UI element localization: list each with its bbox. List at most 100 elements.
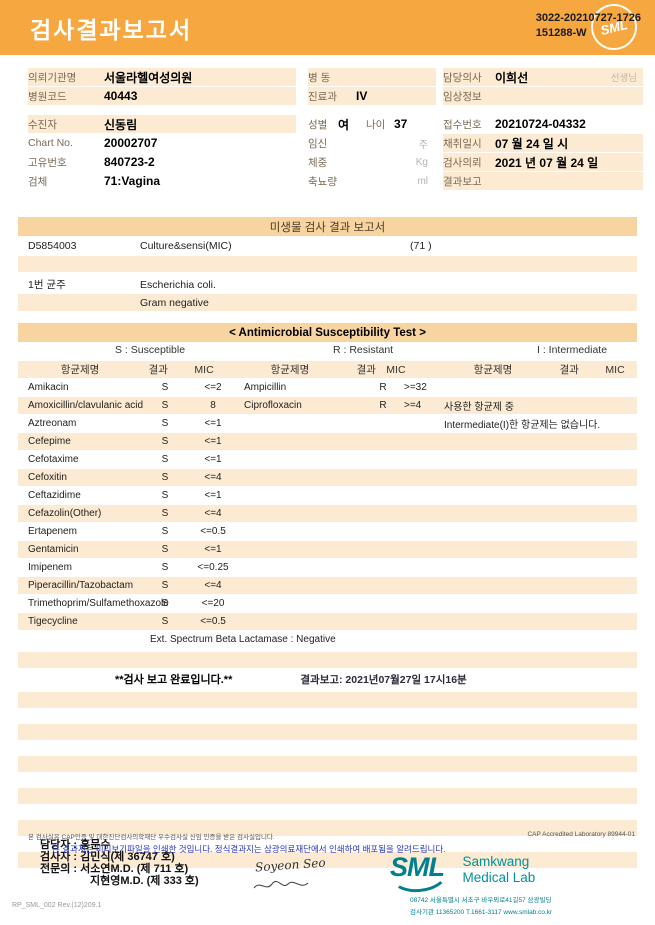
uid-label: 고유번호 <box>28 156 67 169</box>
drug-name-1: Piperacillin/Tazobactam <box>28 580 134 591</box>
document-code: RP_SML_002 Rev.(12)209.1 <box>12 902 102 909</box>
ast-table-row: Gentamicin S <=1 <box>18 541 637 558</box>
micro-test-name: Culture&sensi(MIC) <box>140 239 232 252</box>
result-1: S <box>161 436 169 447</box>
ast-table-body: Amikacin S <=2 Ampicillin R >=32 Amoxici… <box>0 379 655 630</box>
ast-title: < Antimicrobial Susceptibility Test > <box>18 323 637 342</box>
result-1: S <box>161 400 169 411</box>
separator-bar <box>18 256 637 272</box>
sml-footer-logo: SML Samkwang Medical Lab <box>388 852 535 895</box>
ast-table-row: Cefepime S <=1 <box>18 433 637 450</box>
col-result-2: 결과 <box>356 364 376 376</box>
mic-1: <=1 <box>204 418 222 429</box>
uid-value: 840723-2 <box>104 155 155 169</box>
ast-table-row: Tigecycline S <=0.5 <box>18 613 637 630</box>
separator-bar <box>18 652 637 668</box>
accept-no-value: 20210724-04332 <box>495 117 586 131</box>
uid-row: 고유번호 840723-2 <box>28 153 296 171</box>
chart-no-label: Chart No. <box>28 137 73 149</box>
mic-2: >=4 <box>404 400 422 411</box>
specialist-line-1: 전문의 : 서소연M.D. (제 711 호) <box>40 862 189 875</box>
ast-table-row: Cefazolin(Other) S <=4 <box>18 505 637 522</box>
staff-block: 담당자 : 홍문수 검사자 : 김민식(제 36747 호) 전문의 : 서소연… <box>40 839 199 888</box>
urine-row: 축뇨량 ml <box>308 172 436 190</box>
sex-label: 성별 <box>308 118 328 131</box>
col-mic-3: MIC <box>605 363 625 376</box>
doctor-label: 담당의사 <box>443 71 482 84</box>
ast-section: < Antimicrobial Susceptibility Test > S … <box>0 323 655 648</box>
hospital-code-label: 병원코드 <box>28 90 67 103</box>
drug-name-1: Cefoxitin <box>28 472 67 483</box>
ast-legend: S : Susceptible R : Resistant I : Interm… <box>18 343 637 360</box>
signature-scribble-icon <box>252 878 310 899</box>
drug-name-1: Trimethoprim/Sulfamethoxazole <box>28 598 169 609</box>
report-footer: 본 검사실은 CAP인증 및 대한진단검사의학재단 우수검사실 신임 인증을 받… <box>0 826 655 925</box>
legend-resistant: R : Resistant <box>333 344 394 356</box>
mic-1: <=1 <box>204 544 222 555</box>
result-1: S <box>161 454 169 465</box>
patient-name-value: 신동림 <box>104 117 138 132</box>
sex-age-row: 성별 여 나이 37 <box>308 115 436 133</box>
ast-table-row: Ceftazidime S <=1 <box>18 487 637 504</box>
collect-date-value: 07 월 24 일 시 <box>495 136 569 151</box>
drug-name-1: Gentamicin <box>28 544 79 555</box>
row-note: 사용한 항균제 중 <box>444 402 514 413</box>
drug-name-1: Cefepime <box>28 436 71 447</box>
mic-2: >=32 <box>404 382 427 393</box>
micro-test-ref: (71 ) <box>410 239 432 252</box>
ast-table-row: Amikacin S <=2 Ampicillin R >=32 <box>18 379 637 396</box>
drug-name-1: Tigecycline <box>28 616 78 627</box>
patient-info-middle: 병 동 진료과 IV 성별 여 나이 37 임신 주 체중 Kg 축 <box>308 68 436 191</box>
strain-label: 1번 균주 <box>28 279 66 291</box>
completion-message: **검사 보고 완료입니다.** <box>115 674 233 686</box>
collect-date-row: 채취일시 07 월 24 일 시 <box>443 134 643 152</box>
empty-rows-area <box>0 692 655 868</box>
mic-1: <=20 <box>201 598 225 609</box>
completion-timestamp: 결과보고: 2021년07월27일 17시16분 <box>300 673 467 686</box>
weight-row: 체중 Kg <box>308 153 436 171</box>
ward-label: 병 동 <box>308 71 331 84</box>
empty-bar <box>18 788 637 804</box>
result-1: S <box>161 526 169 537</box>
ast-table-row: Aztreonam S <=1 Intermediate(I)한 항균제는 없습… <box>18 415 637 432</box>
request-date-label: 검사의뢰 <box>443 156 482 169</box>
result-1: S <box>161 598 169 609</box>
organism-name: Escherichia coli. <box>140 278 216 291</box>
report-numbers: 3022-20210727-1726 151288-W <box>536 11 641 41</box>
drug-name-1: Ertapenem <box>28 526 77 537</box>
accept-no-label: 접수번호 <box>443 118 482 131</box>
result-2: R <box>379 400 387 411</box>
urine-label: 축뇨량 <box>308 175 337 188</box>
patient-name-row: 수진자 신동림 <box>28 115 296 133</box>
sml-contact: 검사기관 11365200 T.1661-3117 www.smlab.co.k… <box>410 909 553 916</box>
report-date-label: 결과보고 <box>443 175 482 188</box>
micro-test-row: D5854003 Culture&sensi(MIC) (71 ) <box>18 237 637 254</box>
empty-bar <box>18 820 637 836</box>
ast-table-row: Ertapenem S <=0.5 <box>18 523 637 540</box>
dept-row: 진료과 IV <box>308 87 436 105</box>
dept-label: 진료과 <box>308 90 337 103</box>
dept-value: IV <box>356 89 368 103</box>
clinical-info-row: 임상정보 <box>443 87 643 105</box>
empty-bar <box>18 692 637 708</box>
signature-text: Soyeon Seo <box>254 855 327 875</box>
patient-info-right: 담당의사 이희선 선생님 임상정보 접수번호 20210724-04332 채취… <box>443 68 643 191</box>
drug-name-1: Cefazolin(Other) <box>28 508 102 519</box>
drug-name-1: Amoxicillin/clavulanic acid <box>28 400 144 411</box>
result-1: S <box>161 508 169 519</box>
org-label: 의뢰기관명 <box>28 71 77 84</box>
esbl-result: Ext. Spectrum Beta Lactamase : Negative <box>150 634 336 645</box>
mic-1: <=4 <box>204 580 222 591</box>
mic-1: 8 <box>210 400 216 411</box>
col-mic-1: MIC <box>194 363 214 376</box>
cap-accreditation-text: 본 검사실은 CAP인증 및 대한진단검사의학재단 우수검사실 신임 인증을 받… <box>28 834 275 841</box>
patient-name-label: 수진자 <box>28 118 57 131</box>
patient-info-section: 의뢰기관명 서울라헬여성의원 병원코드 40443 수진자 신동림 Chart … <box>0 68 655 203</box>
sex-value: 여 <box>338 117 350 132</box>
esbl-row: Ext. Spectrum Beta Lactamase : Negative <box>18 631 637 648</box>
specialist-line-2: 지현영M.D. (제 333 호) <box>90 874 199 887</box>
patient-info-left: 의뢰기관명 서울라헬여성의원 병원코드 40443 수진자 신동림 Chart … <box>28 68 296 191</box>
report-date-row: 결과보고 <box>443 172 643 190</box>
collect-date-label: 채취일시 <box>443 137 482 150</box>
pregnancy-unit: 주 <box>418 139 428 151</box>
